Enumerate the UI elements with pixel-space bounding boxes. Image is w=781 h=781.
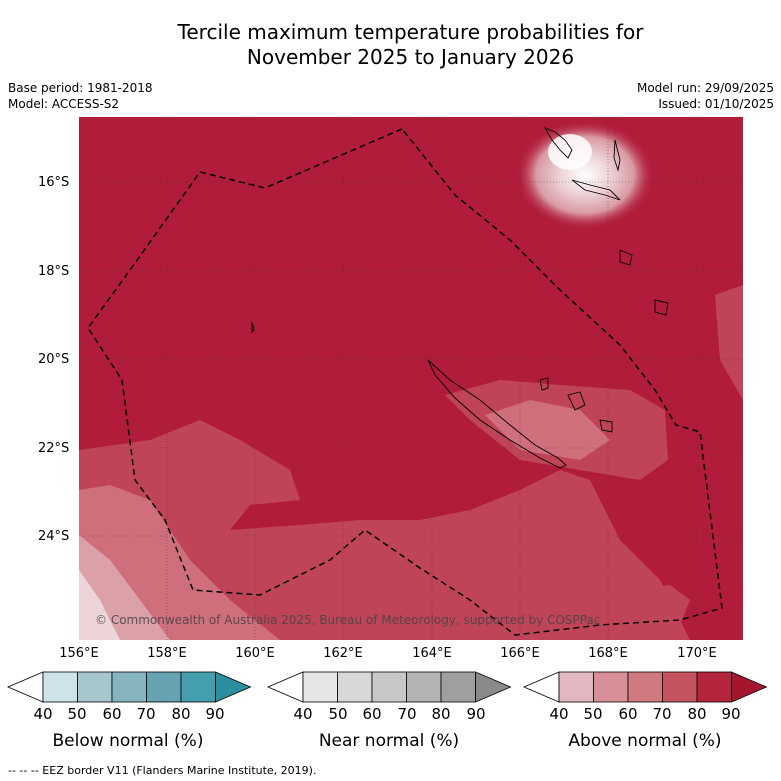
lat-label: 16°S bbox=[38, 175, 70, 190]
gridlines bbox=[79, 117, 743, 640]
eez-border bbox=[87, 128, 723, 636]
colorbar-segment bbox=[593, 671, 629, 703]
lon-label: 162°E bbox=[323, 646, 363, 661]
tick: 70 bbox=[652, 705, 672, 723]
tick: 60 bbox=[102, 705, 122, 723]
prob-peak-vanuatu bbox=[548, 134, 592, 170]
base-period: Base period: 1981-2018 bbox=[8, 81, 153, 95]
title-line-1: Tercile maximum temperature probabilitie… bbox=[177, 20, 644, 44]
colorbar-segment bbox=[111, 671, 147, 703]
colorbar-segment bbox=[558, 671, 594, 703]
colorbar-segment bbox=[42, 671, 78, 703]
tick: 40 bbox=[549, 705, 569, 723]
meta-left: Base period: 1981-2018 Model: ACCESS-S2 bbox=[8, 80, 153, 112]
tick: 40 bbox=[33, 705, 53, 723]
tick: 70 bbox=[136, 705, 156, 723]
colorbar-arrow-high bbox=[215, 671, 252, 703]
tick: 50 bbox=[583, 705, 603, 723]
colorbar-arrow-low bbox=[522, 671, 560, 703]
model-run: Model run: 29/09/2025 bbox=[636, 81, 774, 95]
prob-zone-40 bbox=[79, 570, 120, 640]
model-name: Model: ACCESS-S2 bbox=[8, 97, 120, 111]
new-caledonia bbox=[427, 359, 567, 469]
loyalty-island-c bbox=[539, 377, 549, 391]
colorbar-segment bbox=[406, 671, 442, 703]
colorbar-segment bbox=[77, 671, 113, 703]
colorbar-segment bbox=[371, 671, 407, 703]
eez-footnote: -- -- -- EEZ border V11 (Flanders Marine… bbox=[8, 764, 317, 777]
colorbar-above-title: Above normal (%) bbox=[568, 731, 722, 751]
lat-label: 20°S bbox=[38, 352, 70, 367]
tick: 80 bbox=[431, 705, 451, 723]
islands bbox=[251, 127, 669, 469]
map-title: Tercile maximum temperature probabilitie… bbox=[0, 20, 781, 70]
lon-label: 160°E bbox=[235, 646, 275, 661]
loyalty-island-a bbox=[567, 391, 586, 411]
lon-label: 170°E bbox=[677, 646, 717, 661]
colorbar-segment bbox=[337, 671, 373, 703]
colorbar-below-title: Below normal (%) bbox=[52, 731, 204, 751]
colorbar-segment bbox=[146, 671, 182, 703]
tick: 70 bbox=[397, 705, 417, 723]
tick: 40 bbox=[293, 705, 313, 723]
colorbar-arrow-low bbox=[6, 671, 44, 703]
colorbar-near-title: Near normal (%) bbox=[318, 731, 460, 751]
colorbar-segment bbox=[180, 671, 216, 703]
vanuatu-island-c bbox=[654, 299, 669, 316]
lon-label: 156°E bbox=[59, 646, 99, 661]
prob-zone-east bbox=[715, 285, 743, 400]
colorbar-segment bbox=[302, 671, 338, 703]
prob-zone-se bbox=[635, 585, 690, 625]
copyright-text: © Commonwealth of Australia 2025, Bureau… bbox=[95, 613, 601, 627]
colorbar-arrow-low bbox=[266, 671, 304, 703]
prob-zone-70 bbox=[79, 420, 690, 640]
colorbar-arrow-high bbox=[475, 671, 512, 703]
tick: 60 bbox=[362, 705, 382, 723]
vanuatu-island-b bbox=[619, 249, 633, 266]
lon-label: 168°E bbox=[588, 646, 628, 661]
tick: 50 bbox=[67, 705, 87, 723]
loyalty-island-b bbox=[599, 419, 613, 433]
tick: 90 bbox=[721, 705, 741, 723]
meta-right: Model run: 29/09/2025 Issued: 01/10/2025 bbox=[637, 80, 774, 112]
colorbar-arrow-high bbox=[731, 671, 768, 703]
chesterfield-island bbox=[251, 321, 255, 334]
colorbar-segment bbox=[627, 671, 663, 703]
title-line-2: November 2025 to January 2026 bbox=[246, 45, 575, 69]
lon-label: 164°E bbox=[412, 646, 452, 661]
vanuatu-central bbox=[571, 179, 621, 201]
vanuatu-north bbox=[543, 127, 573, 159]
prob-zone-nc-inner bbox=[485, 400, 610, 460]
tick: 60 bbox=[618, 705, 638, 723]
lon-label: 158°E bbox=[147, 646, 187, 661]
tick: 80 bbox=[687, 705, 707, 723]
lat-label: 22°S bbox=[38, 441, 70, 456]
tick: 90 bbox=[205, 705, 225, 723]
lat-label: 18°S bbox=[38, 264, 70, 279]
tick: 90 bbox=[466, 705, 486, 723]
tick: 50 bbox=[328, 705, 348, 723]
lat-label: 24°S bbox=[38, 529, 70, 544]
colorbar-segment bbox=[440, 671, 476, 703]
colorbar-segment bbox=[696, 671, 732, 703]
tick: 80 bbox=[171, 705, 191, 723]
colorbar-segment bbox=[662, 671, 698, 703]
vanuatu-island-a bbox=[613, 139, 621, 172]
lon-label: 166°E bbox=[500, 646, 540, 661]
issued-date: Issued: 01/10/2025 bbox=[658, 97, 774, 111]
